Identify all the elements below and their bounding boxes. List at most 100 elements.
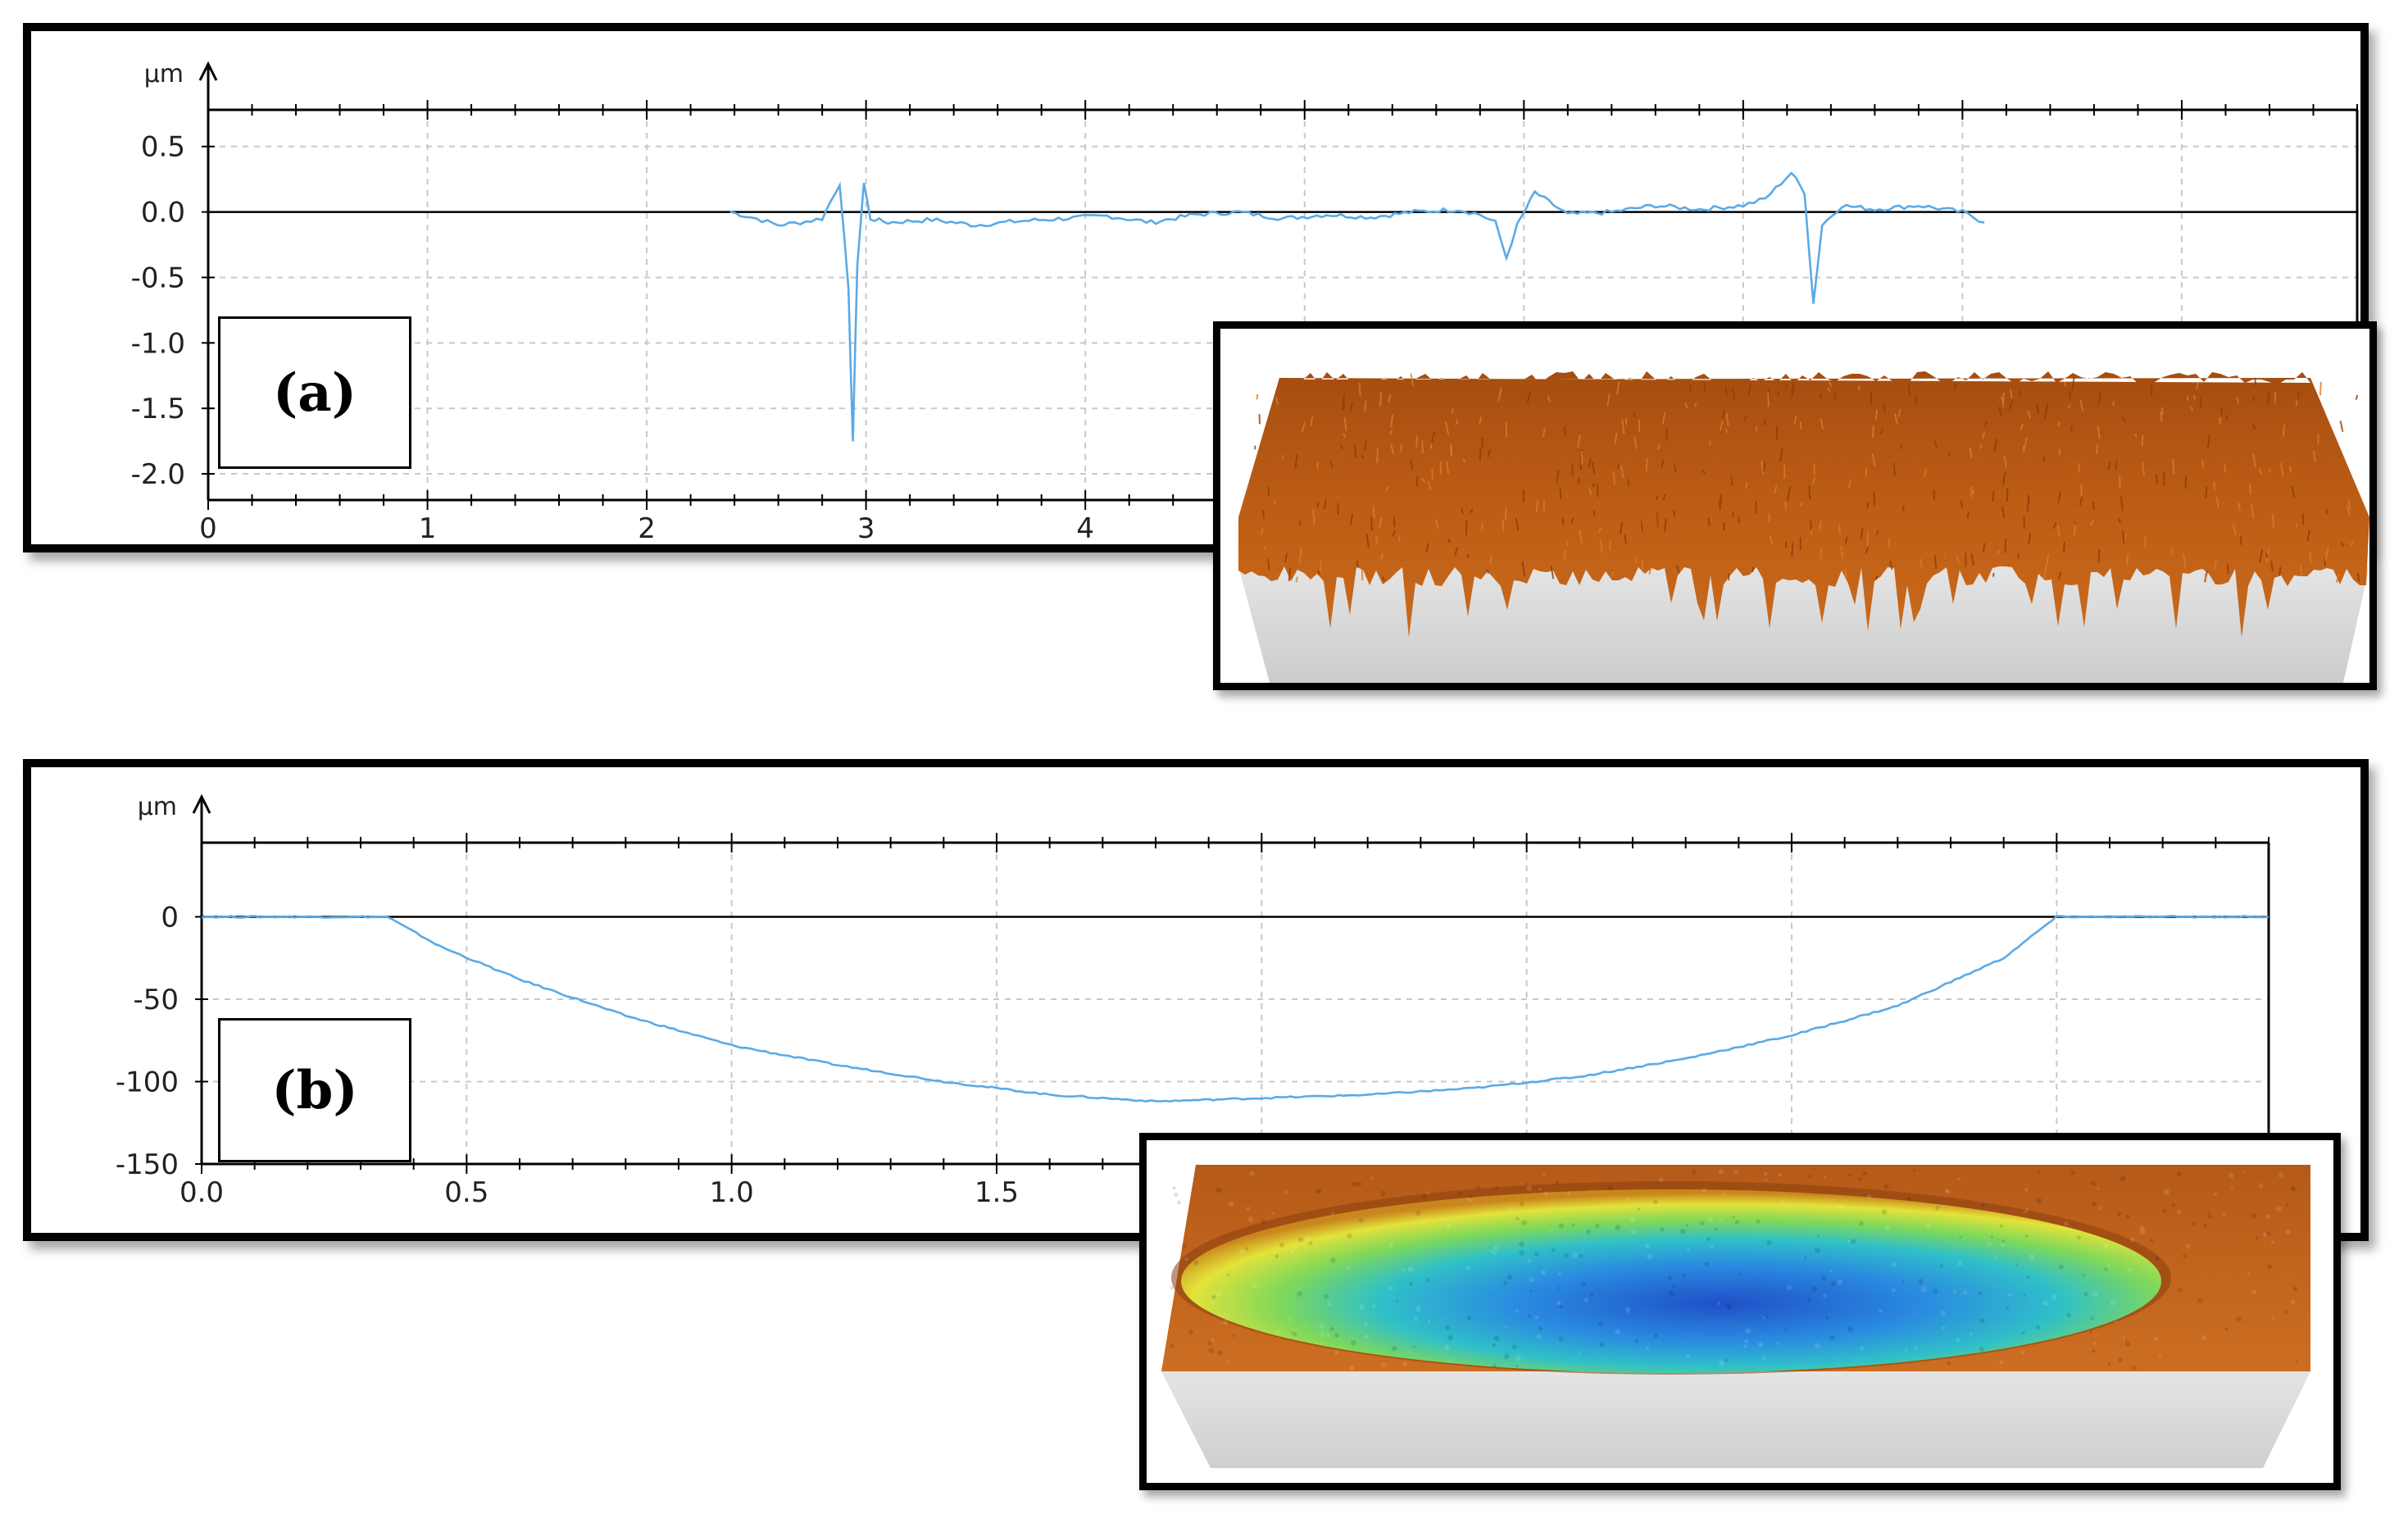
surface-speckle <box>1493 1245 1498 1251</box>
surface-spike <box>2268 468 2271 474</box>
surface-speckle <box>2230 1186 2233 1189</box>
surface-speckle <box>1329 1257 1336 1263</box>
surface-spike <box>1497 391 1502 402</box>
surface-spike <box>2016 553 2020 559</box>
surface-spike <box>2160 407 2164 416</box>
surface-speckle <box>1352 1181 1358 1187</box>
surface-spike <box>1656 512 1660 528</box>
x-tick-label: 1.5 <box>975 1176 1019 1209</box>
surface-speckle <box>1215 1187 1222 1193</box>
surface-speckle <box>1862 1171 1867 1175</box>
surface-speckle <box>1422 1194 1427 1199</box>
x-tick-label: 2 <box>638 512 656 544</box>
surface-speckle <box>1732 1216 1735 1219</box>
surface-spike <box>1751 566 1755 572</box>
surface-spike <box>2201 460 2206 469</box>
surface-spike <box>1390 414 1394 428</box>
surface-spike <box>1688 384 1692 393</box>
surface-spike <box>1361 569 1364 581</box>
surface-spike <box>2097 391 2101 406</box>
surface-spike <box>1865 467 1868 476</box>
surface-spike <box>1721 410 1726 419</box>
surface-speckle <box>1415 1306 1421 1312</box>
surface-speckle <box>1765 1315 1769 1319</box>
surface-speckle <box>1884 1225 1890 1231</box>
surface-speckle <box>1247 1216 1254 1222</box>
surface-speckle <box>2020 1350 2025 1355</box>
surface-speckle <box>1395 1299 1399 1303</box>
surface-spike <box>1620 465 1624 479</box>
surface-speckle <box>1634 1339 1639 1344</box>
surface-speckle <box>1329 1326 1334 1331</box>
surface-speckle <box>1348 1365 1355 1371</box>
surface-speckle <box>1261 1219 1266 1225</box>
surface-spike <box>1998 406 2002 416</box>
surface-speckle <box>1955 1337 1960 1343</box>
y-axis-unit-label: µm <box>138 793 177 821</box>
surface-speckle <box>1527 1258 1532 1263</box>
surface-spike <box>1446 461 1450 475</box>
surface-spike <box>1606 393 1611 407</box>
surface-speckle <box>1625 1307 1631 1312</box>
surface-speckle <box>2267 1264 2272 1269</box>
surface-speckle <box>2023 1293 2026 1298</box>
surface-speckle <box>1658 1177 1664 1183</box>
surface-speckle <box>1745 1328 1751 1334</box>
surface-speckle <box>1290 1249 1295 1254</box>
surface-spike <box>1661 411 1666 425</box>
surface-spike <box>2236 397 2239 404</box>
surface-spike <box>2319 381 2322 396</box>
surface-speckle <box>2251 1212 2256 1219</box>
surface-spike <box>2251 504 2255 519</box>
surface-spike <box>1515 517 1520 531</box>
surface-spike <box>1684 402 1688 409</box>
surface-speckle <box>1990 1235 1994 1239</box>
surface-speckle <box>1217 1350 1223 1356</box>
surface-spike <box>2215 497 2219 509</box>
surface-spike <box>1388 430 1393 435</box>
surface-speckle <box>1847 1326 1853 1333</box>
profile-line <box>729 171 1985 442</box>
surface-speckle <box>2029 1253 2035 1260</box>
surface-spike <box>1311 509 1315 524</box>
y-tick-label: -150 <box>116 1148 179 1181</box>
surface-spike <box>2160 411 2163 422</box>
surface-speckle <box>1586 1229 1592 1234</box>
surface-spike <box>2271 514 2274 528</box>
surface-speckle <box>1667 1275 1672 1280</box>
surface-spike <box>2226 564 2229 575</box>
surface-speckle <box>1615 1224 1621 1230</box>
surface-speckle <box>2008 1293 2011 1297</box>
surface-spike <box>1731 387 1735 395</box>
surface-spike <box>1421 440 1424 453</box>
surface-speckle <box>1529 1276 1534 1283</box>
surface-speckle <box>2276 1206 2282 1212</box>
surface-speckle <box>1371 1304 1376 1308</box>
surface-spike <box>2213 559 2218 571</box>
surface-speckle <box>1959 1235 1962 1239</box>
surface-speckle <box>1271 1212 1274 1215</box>
surface-speckle <box>2247 1271 2251 1275</box>
surface-speckle <box>1446 1224 1452 1230</box>
surface-spike <box>1808 485 1811 499</box>
surface-speckle <box>1838 1204 1843 1210</box>
surface-speckle <box>1646 1346 1650 1350</box>
surface-spike <box>1364 440 1368 451</box>
surface-speckle <box>2024 1208 2029 1212</box>
surface-speckle <box>1492 1364 1497 1368</box>
surface-spike <box>1960 499 1963 509</box>
y-tick-label: -50 <box>133 984 179 1016</box>
surface-spike <box>1954 383 1957 390</box>
surface-speckle <box>1319 1331 1325 1338</box>
x-tick-label: 1.0 <box>710 1176 754 1209</box>
surface-speckle <box>1297 1291 1303 1298</box>
surface-speckle <box>1252 1283 1258 1289</box>
surface-spike <box>1827 387 1831 393</box>
surface-spike <box>2325 508 2328 515</box>
surface-spike <box>1818 521 1823 530</box>
surface-spike <box>1409 459 1414 470</box>
surface-speckle <box>2093 1342 2097 1345</box>
surface-speckle <box>1933 1288 1938 1293</box>
surface-spike <box>1634 558 1638 564</box>
surface-speckle <box>1583 1298 1588 1303</box>
